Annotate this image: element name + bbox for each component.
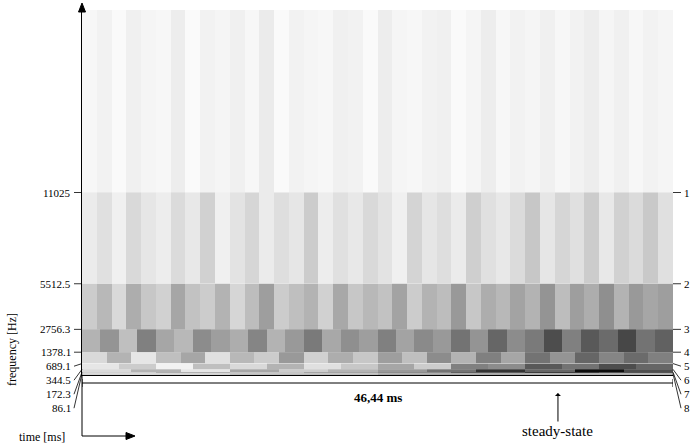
svg-text:5: 5 [684,360,690,372]
svg-text:172.3: 172.3 [46,388,71,400]
svg-text:7: 7 [684,388,690,400]
svg-text:steady-state: steady-state [522,423,593,439]
svg-text:time [ms]: time [ms] [19,430,65,444]
svg-text:3: 3 [684,323,690,335]
svg-text:6: 6 [684,374,690,386]
svg-text:344.5: 344.5 [46,374,71,386]
svg-text:689.1: 689.1 [46,360,71,372]
svg-text:8: 8 [684,402,690,414]
svg-text:86.1: 86.1 [52,402,71,414]
svg-text:4: 4 [684,346,690,358]
svg-text:frequency [Hz]: frequency [Hz] [5,313,19,386]
svg-text:46,44 ms: 46,44 ms [354,390,402,405]
svg-text:2756.3: 2756.3 [40,323,71,335]
svg-text:2: 2 [684,278,690,290]
svg-text:1: 1 [684,187,690,199]
svg-text:11025: 11025 [43,187,71,199]
svg-text:1378.1: 1378.1 [41,346,71,358]
svg-text:5512.5: 5512.5 [40,278,71,290]
